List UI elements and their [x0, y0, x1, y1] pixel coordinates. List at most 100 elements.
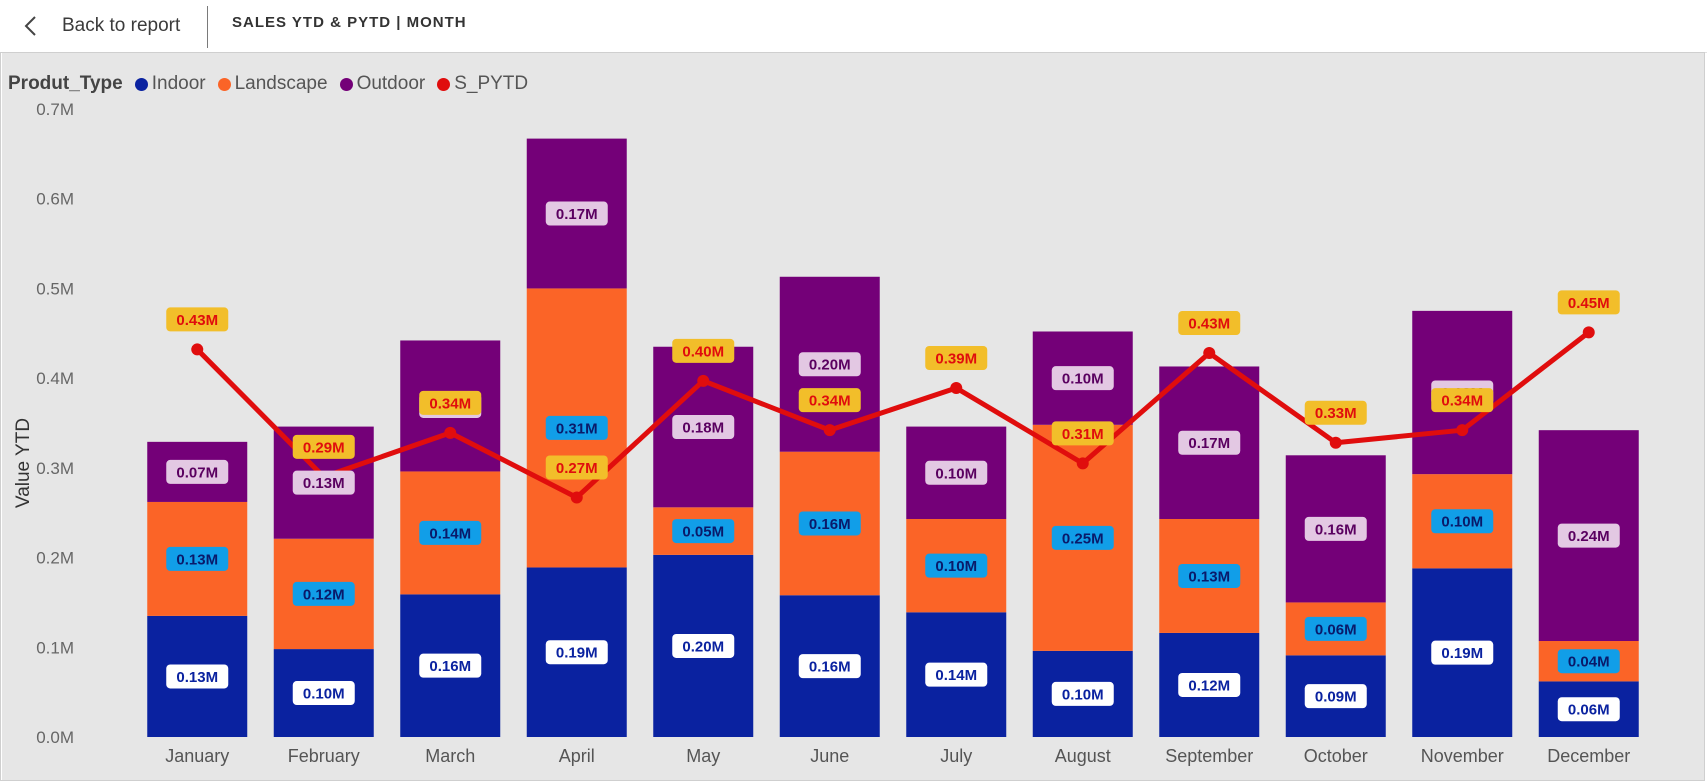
data-label-outdoor: 0.13M	[303, 475, 345, 492]
data-label-landscape-box	[1304, 616, 1367, 641]
legend-label-indoor: Indoor	[151, 73, 206, 94]
chart-legend: Produt_Type Indoor Landscape Outdoor S_P…	[8, 71, 540, 97]
back-label: Back to report	[62, 15, 181, 36]
data-label-landscape: 0.06M	[1315, 621, 1357, 638]
data-label-outdoor-box	[292, 470, 355, 495]
data-label-s-pytd-box	[166, 307, 229, 332]
s-pytd-point	[1582, 326, 1595, 339]
data-label-outdoor: 0.10M	[1062, 371, 1104, 388]
data-label-landscape-box	[166, 546, 229, 571]
data-label-landscape-box	[1051, 525, 1114, 550]
data-label-indoor-box	[798, 654, 861, 679]
data-label-s-pytd: 0.43M	[1188, 316, 1230, 333]
data-label-s-pytd-box	[1051, 421, 1114, 446]
data-label-outdoor-box	[1557, 523, 1620, 548]
legend-label-s-pytd: S_PYTD	[454, 73, 529, 94]
data-label-indoor: 0.13M	[176, 669, 218, 686]
page-title: SALES YTD & PYTD | MONTH	[232, 14, 467, 31]
data-label-outdoor-box	[1304, 516, 1367, 541]
data-label-s-pytd-box	[1304, 400, 1367, 425]
data-label-landscape-box	[292, 581, 355, 606]
legend-dot-outdoor	[339, 77, 353, 91]
s-pytd-point	[570, 491, 583, 504]
data-label-indoor-box	[166, 664, 229, 689]
data-label-s-pytd: 0.29M	[303, 439, 345, 456]
data-label-indoor: 0.12M	[1188, 677, 1230, 694]
data-label-s-pytd: 0.40M	[682, 343, 724, 360]
data-label-s-pytd-box	[1178, 311, 1241, 336]
data-label-landscape: 0.12M	[303, 586, 345, 603]
data-label-indoor-box	[419, 653, 482, 678]
data-label-outdoor: 0.10M	[935, 465, 977, 482]
legend-dot-landscape	[217, 77, 231, 91]
s-pytd-line	[195, 330, 1591, 500]
x-tick-label: February	[288, 746, 360, 766]
x-tick-label: October	[1304, 746, 1368, 766]
data-label-indoor: 0.16M	[429, 658, 471, 675]
header-divider	[207, 6, 208, 48]
data-label-outdoor-box	[798, 352, 861, 377]
data-label-indoor-box	[925, 662, 988, 687]
data-label-landscape-box	[545, 415, 608, 440]
s-pytd-point	[1203, 347, 1216, 360]
data-label-landscape-box	[419, 520, 482, 545]
x-tick-label: March	[425, 746, 475, 766]
y-tick-label: 0.3M	[36, 459, 74, 478]
data-label-indoor-box	[1051, 681, 1114, 706]
data-label-outdoor: 0.17M	[1188, 435, 1230, 452]
legend-item-indoor[interactable]: Indoor	[134, 73, 206, 95]
data-label-landscape-box	[925, 553, 988, 578]
data-label-outdoor-box	[925, 460, 988, 485]
legend-item-s-pytd[interactable]: S_PYTD	[437, 73, 528, 95]
data-label-landscape-box	[1178, 563, 1241, 588]
data-label-outdoor-box	[1178, 430, 1241, 455]
chart-canvas: Produt_Type Indoor Landscape Outdoor S_P…	[2, 53, 1705, 781]
s-pytd-point	[1076, 457, 1089, 470]
data-label-indoor: 0.19M	[556, 645, 598, 662]
data-label-s-pytd: 0.45M	[1568, 295, 1610, 312]
data-label-s-pytd-box	[1431, 388, 1494, 413]
data-label-outdoor: 0.18M	[682, 420, 724, 437]
data-label-s-pytd-box	[672, 338, 735, 363]
data-label-indoor-box	[1178, 672, 1241, 697]
data-label-indoor: 0.14M	[935, 667, 977, 684]
data-label-s-pytd: 0.27M	[556, 460, 598, 477]
data-label-landscape: 0.16M	[809, 516, 851, 533]
data-label-landscape: 0.13M	[1188, 568, 1230, 585]
data-label-s-pytd-box	[798, 388, 861, 413]
data-label-indoor-box	[1431, 640, 1494, 665]
data-label-outdoor-box	[1051, 366, 1114, 391]
x-tick-label: November	[1421, 746, 1504, 766]
legend-item-landscape[interactable]: Landscape	[217, 73, 328, 95]
s-pytd-point	[444, 426, 457, 439]
x-tick-label: August	[1055, 746, 1111, 766]
data-label-s-pytd: 0.34M	[809, 393, 851, 410]
data-label-s-pytd: 0.39M	[935, 351, 977, 368]
y-tick-label: 0.1M	[36, 638, 74, 657]
x-tick-label: January	[165, 746, 229, 766]
legend-item-outdoor[interactable]: Outdoor	[339, 73, 425, 95]
report-header: Back to report SALES YTD & PYTD | MONTH	[0, 0, 1707, 53]
data-label-indoor-box	[545, 640, 608, 665]
data-label-landscape-box	[798, 511, 861, 536]
data-label-indoor: 0.10M	[1062, 686, 1104, 703]
data-label-landscape: 0.10M	[1441, 514, 1483, 531]
data-label-indoor: 0.09M	[1315, 689, 1357, 706]
data-label-s-pytd-box	[292, 434, 355, 459]
x-tick-label: June	[810, 746, 849, 766]
data-label-landscape: 0.04M	[1568, 654, 1610, 671]
back-to-report-button[interactable]: Back to report	[20, 8, 180, 44]
data-label-landscape: 0.31M	[556, 420, 598, 437]
y-tick-label: 0.7M	[36, 100, 74, 119]
data-label-outdoor: 0.17M	[556, 206, 598, 223]
data-label-s-pytd-box	[419, 390, 482, 415]
chevron-left-icon	[24, 16, 36, 36]
data-label-landscape: 0.14M	[429, 525, 471, 542]
data-label-outdoor-box	[672, 415, 735, 440]
data-label-indoor: 0.10M	[303, 686, 345, 703]
data-label-indoor: 0.20M	[682, 638, 724, 655]
data-label-outdoor: 0.16M	[1315, 521, 1357, 538]
y-tick-label: 0.5M	[36, 279, 74, 298]
data-label-s-pytd-box	[545, 455, 608, 480]
data-label-s-pytd: 0.34M	[429, 395, 471, 412]
